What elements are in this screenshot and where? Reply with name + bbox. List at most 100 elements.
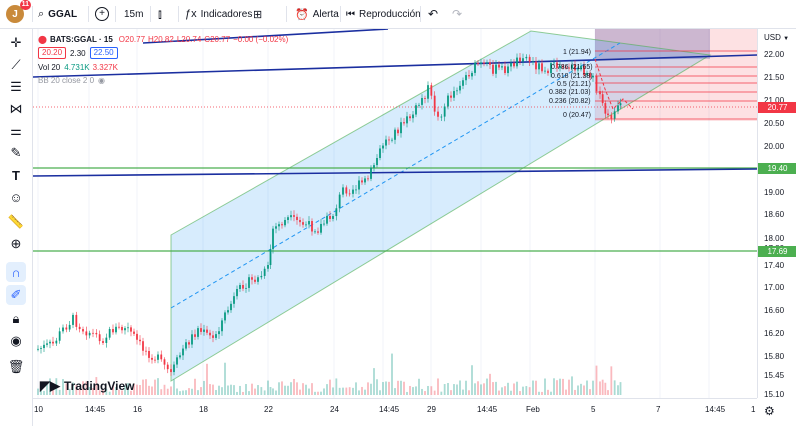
text-tool[interactable]: T <box>6 165 26 185</box>
legend-volume-row[interactable]: Vol 20 4.731K 3.327K <box>38 61 288 73</box>
crosshair-tool[interactable]: ✛ <box>6 33 26 53</box>
parallel-channel[interactable] <box>170 30 712 382</box>
trendline-upper[interactable] <box>32 54 758 78</box>
indicators-button[interactable]: ƒx Indicadores <box>185 0 252 28</box>
pattern-tool[interactable]: ⋈ <box>6 99 26 119</box>
volume-bar <box>323 388 325 395</box>
horizontal-lines-tool[interactable]: ☰ <box>6 77 26 97</box>
fib-levels[interactable] <box>595 50 757 120</box>
candle-body <box>133 331 135 334</box>
candle-body <box>397 129 399 134</box>
volume-bar <box>88 386 91 395</box>
hide-tool[interactable]: ◉ <box>6 331 26 351</box>
price-axis[interactable]: USD ▼ 22.0021.5021.0020.5020.0019.5019.0… <box>757 29 796 399</box>
candle-body <box>160 354 163 360</box>
projection-path[interactable] <box>594 58 634 110</box>
trendline-lower[interactable] <box>32 168 758 177</box>
range-box[interactable] <box>595 29 710 59</box>
volume-bar <box>224 362 226 395</box>
volume-bar <box>58 389 61 395</box>
price-tick-label: 17.40 <box>764 261 785 270</box>
settings-gear-icon[interactable]: ⚙ <box>764 404 775 418</box>
magnet-tool[interactable]: ∩ <box>6 262 26 282</box>
candle-body <box>263 268 266 276</box>
trendline-tool[interactable]: ⟋ <box>6 55 26 75</box>
trendline-top[interactable] <box>142 28 389 44</box>
candle-body <box>424 98 426 99</box>
volume-bar <box>98 390 101 395</box>
candle-body <box>275 226 277 229</box>
candle-body <box>559 65 561 69</box>
zoom-tool[interactable]: ⊕ <box>6 234 26 254</box>
volume-bar <box>227 385 229 395</box>
bid-price[interactable]: 20.20 <box>38 47 67 59</box>
volume-bar <box>257 385 259 395</box>
volume-bar <box>37 388 39 395</box>
tv-logo-text: TradingView <box>64 379 135 393</box>
lock-tool[interactable]: 🔒︎ <box>6 309 26 329</box>
chevron-down-icon: ▼ <box>783 36 790 42</box>
candle-body <box>236 289 238 297</box>
volume-bar <box>391 353 393 395</box>
avatar[interactable]: J 11 <box>6 0 31 23</box>
candle-body <box>486 62 488 64</box>
legend-title[interactable]: BATS:GGAL · 15 <box>49 34 113 44</box>
ruler-tool[interactable]: 📏 <box>6 212 26 232</box>
time-axis[interactable]: 10 14:45 16 18 22 24 14:45 29 14:45 Feb 5 7 14:45 1 <box>33 398 757 427</box>
candle-body <box>358 180 360 190</box>
emoji-tool[interactable]: ☺ <box>6 187 26 207</box>
volume-bar <box>320 391 322 395</box>
volume-bar <box>182 390 184 395</box>
redo-button[interactable]: ↷ <box>452 0 462 28</box>
undo-button[interactable]: ↶ <box>428 0 438 28</box>
volume-bar <box>212 384 214 395</box>
alert-button[interactable]: ⏰ Alerta <box>295 0 339 28</box>
candle-body <box>314 231 316 233</box>
volume-bar <box>355 382 357 395</box>
candle-body <box>550 63 552 74</box>
delete-tool[interactable]: 🗑︎ <box>6 357 26 377</box>
volume-bar <box>367 382 369 395</box>
channel-midline[interactable] <box>170 42 621 309</box>
legend-bid-ask-row: 20.20 2.30 22.50 <box>38 46 288 60</box>
volume-bar <box>550 391 552 395</box>
candle-body <box>406 116 408 124</box>
candle-body <box>348 193 351 195</box>
replay-button[interactable]: ⏮ Reproducción <box>346 0 421 28</box>
volume-bar <box>409 385 411 395</box>
candle-body <box>281 224 283 226</box>
symbol-label: GGAL <box>48 8 78 20</box>
templates-button[interactable]: ⊞ <box>253 0 262 28</box>
legend-bb-row[interactable]: BB 20 close 2 0 ◉ <box>38 74 288 86</box>
eye-off-icon[interactable]: ◉ <box>98 75 106 85</box>
fib-label: 0.786 (21.65) <box>551 64 593 71</box>
candle-body <box>430 85 433 96</box>
chart-canvas[interactable]: 1 (21.94) 0.786 (21.65) 0.618 (21.38) 0.… <box>32 28 758 398</box>
chart-pane[interactable]: 1 (21.94) 0.786 (21.65) 0.618 (21.38) 0.… <box>32 28 758 398</box>
pattern-icon: ⋈ <box>9 101 23 116</box>
fib-tool[interactable]: ⚌ <box>6 121 26 141</box>
ask-price[interactable]: 22.50 <box>89 47 118 59</box>
candle-body <box>510 62 512 67</box>
candle-body <box>58 331 61 341</box>
candle-body <box>373 165 375 168</box>
volume-bar <box>589 389 591 395</box>
compare-button[interactable]: + <box>95 0 109 28</box>
symbol-search[interactable]: ⌕ GGAL <box>38 0 77 28</box>
candle-body <box>409 116 411 119</box>
lock-drawing-tool[interactable]: ✐ <box>6 285 26 305</box>
user-menu[interactable]: J 11 <box>6 0 31 28</box>
volume-bar <box>148 385 150 395</box>
chart-type-button[interactable]: ⫾ <box>158 0 162 28</box>
price-candles <box>37 52 622 376</box>
legend-change: −0.00 (−0.02%) <box>233 34 289 44</box>
currency-label[interactable]: USD ▼ <box>764 33 789 42</box>
candle-body <box>453 91 455 98</box>
brush-tool[interactable]: ✎ <box>6 143 26 163</box>
candle-body <box>604 103 607 114</box>
volume-bar <box>278 382 280 395</box>
interval-button[interactable]: 15m <box>124 8 144 20</box>
candle-body <box>299 220 301 223</box>
spread-value: 2.30 <box>70 48 86 58</box>
volume-bar <box>188 388 190 395</box>
